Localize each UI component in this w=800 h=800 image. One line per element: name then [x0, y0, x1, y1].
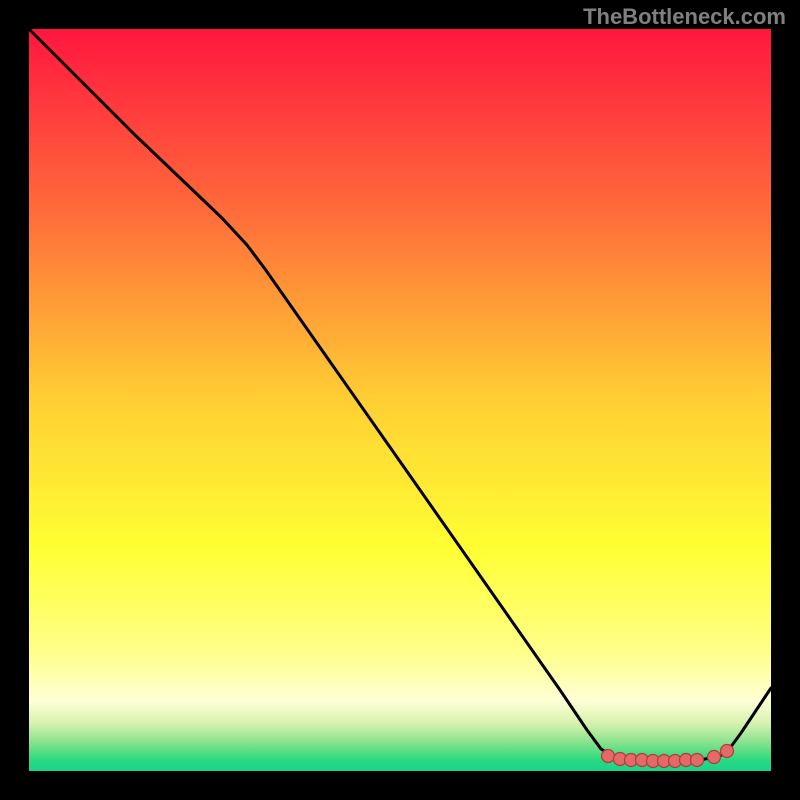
marker-dot [708, 751, 721, 764]
marker-dot [691, 754, 704, 767]
watermark-text: TheBottleneck.com [583, 4, 786, 30]
chart-container: TheBottleneck.com [0, 0, 800, 800]
marker-dot [721, 745, 734, 758]
marker-dot [602, 750, 615, 763]
bottleneck-chart [0, 0, 800, 800]
